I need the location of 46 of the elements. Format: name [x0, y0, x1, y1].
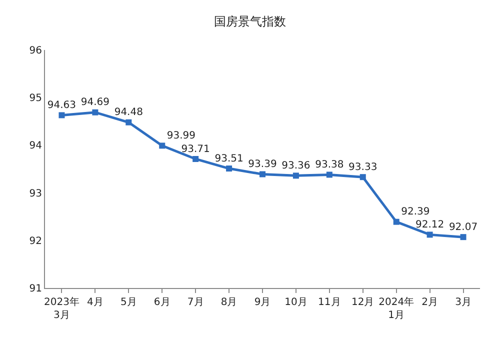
data-label: 93.51 [214, 153, 244, 164]
x-tick-label: 5月 [120, 297, 137, 308]
point [426, 232, 433, 238]
data-label: 93.36 [282, 160, 310, 172]
data-label: 92.39 [401, 206, 430, 218]
point [159, 142, 166, 149]
y-tick-label: 93 [29, 188, 42, 200]
x-tick-label: 9月 [254, 297, 271, 308]
x-tick-label: 2023年 3月 [44, 296, 80, 321]
data-label: 94.48 [114, 107, 143, 118]
y-tick-label: 95 [29, 93, 42, 104]
point [292, 172, 299, 179]
x-tick-label: 8月 [220, 297, 238, 308]
point [460, 234, 466, 240]
point [58, 112, 65, 118]
point [226, 166, 232, 172]
data-label: 93.38 [315, 159, 344, 170]
data-label: 92.07 [448, 222, 478, 233]
x-tick-label: 3月 [455, 297, 472, 308]
point [360, 174, 366, 180]
point [92, 109, 98, 116]
x-tick-label: 12月 [352, 297, 374, 308]
data-label: 93.33 [348, 162, 378, 173]
data-label: 93.39 [248, 158, 277, 170]
data-label: 93.99 [166, 130, 196, 142]
y-tick-label: 92 [29, 236, 42, 247]
x-tick-label: 2024年 1月 [378, 296, 414, 321]
data-label: 94.69 [80, 97, 110, 108]
y-tick-label: 96 [29, 46, 42, 56]
x-tick-label: 4月 [87, 297, 104, 308]
y-tick-label: 91 [29, 284, 42, 294]
x-tick-label: 2月 [422, 297, 438, 308]
data-label: 93.71 [181, 144, 210, 155]
point [126, 119, 132, 126]
chart-title: 国房景气指数 [214, 14, 286, 28]
x-tick-label: 6月 [154, 297, 170, 308]
y-tick-label: 94 [29, 140, 42, 152]
data-label: 92.12 [415, 219, 444, 230]
x-tick-label: 11月 [318, 297, 341, 308]
data-label: 94.63 [47, 100, 76, 111]
x-tick-label: 7月 [187, 297, 204, 308]
x-tick-label: 10月 [284, 297, 308, 308]
point [326, 172, 332, 178]
point [393, 218, 400, 225]
point [192, 156, 199, 162]
point [260, 171, 266, 178]
